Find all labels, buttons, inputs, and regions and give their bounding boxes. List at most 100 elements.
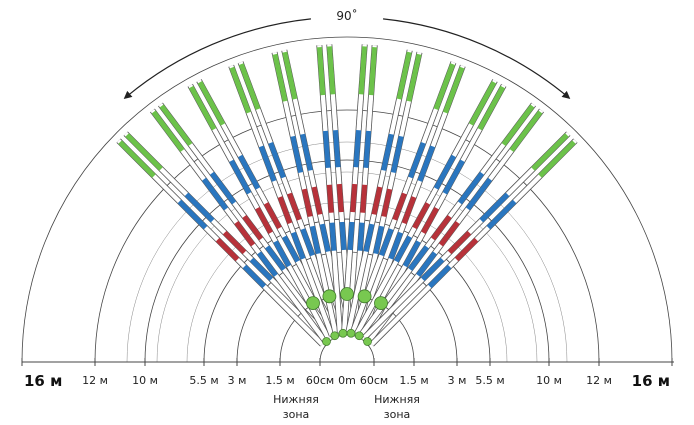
range-arcs: [21, 36, 673, 363]
blue-segment: [486, 199, 517, 230]
blue-segment: [300, 133, 313, 171]
blue-segment: [363, 130, 372, 169]
green-segment: [238, 63, 261, 111]
distance-label: 1.5 м: [399, 374, 428, 387]
distance-label: 16 м: [632, 372, 670, 390]
distance-label: 12 м: [586, 374, 612, 387]
beam-pair: [358, 102, 544, 343]
red-segment: [350, 183, 358, 213]
sensor-dot-small: [338, 328, 348, 338]
blue-segment: [257, 251, 278, 277]
blue-segment: [417, 145, 436, 182]
angle-label: 90˚: [336, 8, 357, 23]
blue-segment: [322, 130, 331, 169]
green-segment: [433, 63, 456, 111]
green-segment: [538, 140, 576, 178]
blue-segment: [339, 221, 347, 251]
sensor-dot-small: [354, 331, 364, 341]
distance-label: 12 м: [82, 374, 108, 387]
red-segment: [263, 202, 282, 230]
red-segment: [412, 202, 431, 230]
blue-segment: [290, 135, 304, 174]
red-segment: [371, 186, 383, 215]
sensor-dot-large: [374, 296, 388, 311]
blue-segment: [282, 235, 300, 263]
green-segment: [229, 66, 252, 114]
blue-segment: [363, 223, 375, 253]
distance-label: 3 м: [228, 374, 247, 387]
green-segment: [159, 104, 193, 146]
green-segment: [118, 140, 156, 178]
range-arc: [144, 159, 550, 363]
blue-segment: [408, 142, 426, 179]
blue-segment: [209, 171, 237, 205]
red-segment: [277, 196, 293, 225]
blue-segment: [300, 228, 315, 257]
green-segment: [272, 53, 288, 102]
blue-segment: [357, 222, 365, 251]
distance-label: 1.5 м: [265, 374, 294, 387]
red-segment: [255, 206, 273, 234]
lower-zone-label-line1: Нижняя: [374, 393, 420, 406]
sensor-dot-small: [346, 328, 356, 338]
blue-segment: [347, 221, 355, 251]
range-arc: [94, 109, 600, 363]
blue-segment: [427, 264, 452, 289]
blue-segment: [433, 154, 456, 190]
green-segment: [316, 46, 326, 96]
red-segment: [336, 183, 344, 213]
blue-segment: [268, 142, 286, 179]
sensor-beams: [116, 44, 578, 347]
blue-segment: [332, 130, 341, 168]
blue-segment: [201, 177, 229, 211]
red-segment: [392, 192, 407, 221]
blue-segment: [238, 154, 261, 190]
red-segment: [311, 186, 323, 215]
sensor-dot-large: [306, 296, 320, 311]
lower-zone-dots: [306, 287, 388, 346]
blue-segment: [319, 223, 331, 253]
green-segment: [468, 81, 497, 126]
sensor-dot-large: [340, 287, 354, 301]
sensor-dot-large: [322, 289, 337, 304]
distance-label: 10 м: [536, 374, 562, 387]
green-segment: [531, 133, 569, 171]
lower-zone-label-line1: Нижняя: [273, 393, 319, 406]
red-segment: [381, 188, 393, 218]
blue-segment: [479, 192, 510, 223]
red-segment: [360, 184, 368, 213]
green-segment: [477, 85, 506, 131]
blue-segment: [273, 240, 292, 268]
green-segment: [125, 133, 163, 171]
blue-segment: [394, 235, 412, 263]
sensor-dot-small: [363, 337, 372, 346]
blue-segment: [373, 225, 385, 255]
blue-segment: [242, 264, 267, 289]
blue-segment: [465, 177, 493, 211]
green-segment: [509, 110, 543, 152]
red-segment: [421, 206, 439, 234]
sensor-dot-small: [322, 337, 331, 346]
range-arc: [319, 334, 375, 363]
red-segment: [326, 184, 334, 213]
blue-segment: [291, 231, 306, 260]
blue-segment: [258, 145, 277, 182]
range-arc: [203, 218, 491, 363]
blue-segment: [420, 257, 445, 282]
red-segment: [454, 237, 479, 262]
baseline-ticks: [21, 358, 673, 366]
red-segment: [242, 215, 264, 241]
distance-label: 3 м: [448, 374, 467, 387]
grid-arc: [186, 201, 508, 363]
blue-segment: [390, 135, 404, 174]
lower-zone-label-line2: зона: [384, 408, 411, 421]
distance-label: 5.5 м: [475, 374, 504, 387]
blue-segment: [442, 159, 465, 195]
distance-label: 5.5 м: [189, 374, 218, 387]
blue-segment: [177, 199, 208, 230]
angle-arrow-left: [123, 18, 312, 99]
green-segment: [197, 81, 226, 126]
green-segment: [501, 104, 535, 146]
beam-pair: [362, 131, 578, 347]
green-segment: [188, 85, 217, 131]
